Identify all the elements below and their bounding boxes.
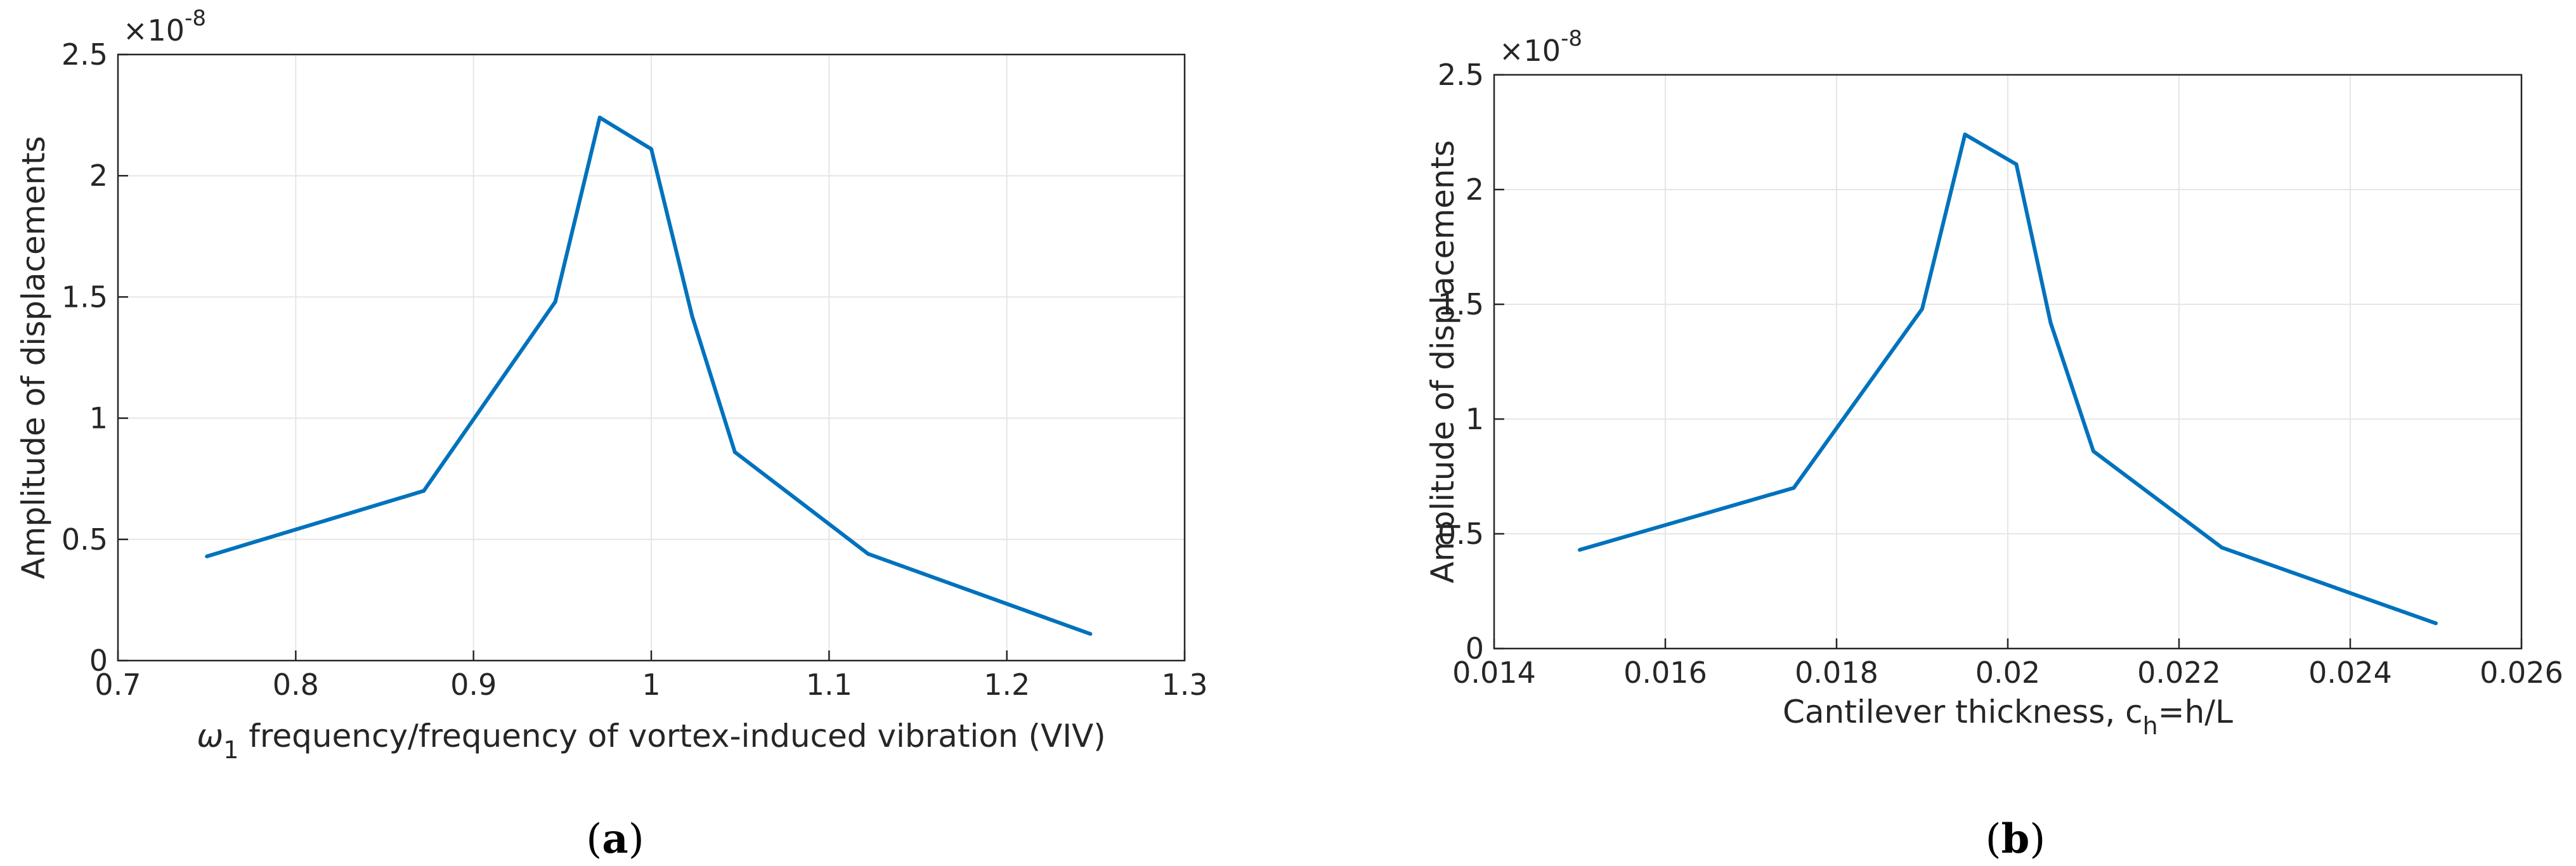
x-tick-label-a-1: 0.8: [273, 668, 319, 702]
y-exponent-power-b: -8: [1561, 26, 1582, 51]
x-axis-subscript-a: 1: [223, 736, 238, 764]
data-point-a-0: [205, 554, 209, 559]
y-exponent-power-a: -8: [185, 6, 206, 31]
x-axis-rest-a: frequency/frequency of vortex-induced vi…: [238, 718, 1105, 754]
panel-letter-b: b: [2001, 815, 2030, 863]
x-tick-label-b-1: 0.016: [1623, 656, 1707, 690]
y-axis-label-a: Amplitude of displacements: [15, 136, 52, 579]
ticks-b: 0.014 0.016 0.018 0.02 0.022 0.024 0.026 0 0.5 1 1…: [1438, 58, 2563, 690]
y-tick-label-b-1: 0.5: [1438, 517, 1484, 551]
points-b: [1578, 132, 2438, 626]
x-axis-rest-b: =h/L: [2158, 694, 2233, 730]
chart-panel-a: 0.7 0.8 0.9 1 1.1 1.2 1.3 0 0.5 1 1.5 2 2.5 ×10-8 Am…: [15, 6, 1208, 863]
x-tick-label-a-2: 0.9: [450, 668, 497, 702]
data-point-a-7: [866, 552, 871, 556]
y-tick-label-b-0: 0: [1466, 631, 1484, 666]
panel-letter-a: a: [602, 815, 628, 863]
x-tick-label-b-5: 0.024: [2308, 656, 2392, 690]
data-point-a-8: [1088, 631, 1093, 636]
chart-panel-b: 0.014 0.016 0.018 0.02 0.022 0.024 0.026 0 0.5 1 1…: [1424, 26, 2563, 863]
y-tick-label-a-0: 0: [89, 643, 108, 678]
x-tick-label-a-4: 1.1: [806, 668, 852, 702]
y-tick-label-b-3: 1.5: [1438, 287, 1484, 321]
x-tick-label-a-5: 1.2: [984, 668, 1030, 702]
panel-label-b: (b): [1986, 815, 2046, 863]
data-point-b-7: [2220, 545, 2224, 550]
data-point-b-8: [2434, 621, 2438, 626]
y-exponent-label-a: ×10-8: [123, 6, 206, 48]
series-line-a: [206, 115, 1091, 636]
x-tick-label-b-3: 0.02: [1975, 656, 2040, 690]
x-axis-label-a: ω1 frequency/frequency of vortex-induced…: [197, 718, 1105, 764]
y-tick-label-b-4: 2: [1466, 172, 1484, 207]
panel-label-a: (a): [586, 815, 644, 863]
y-tick-label-a-3: 1.5: [62, 280, 108, 314]
data-point-b-5: [2048, 320, 2053, 325]
data-point-a-1: [422, 489, 426, 493]
y-tick-label-a-2: 1: [89, 401, 108, 436]
ticks-a: 0.7 0.8 0.9 1 1.1 1.2 1.3 0 0.5 1 1.5 2 2.5: [62, 37, 1208, 702]
data-point-a-6: [732, 450, 737, 455]
x-tick-label-b-2: 0.018: [1795, 656, 1878, 690]
data-point-b-6: [2091, 449, 2095, 453]
y-tick-label-a-5: 2.5: [62, 37, 108, 72]
data-point-b-0: [1578, 548, 1582, 552]
y-tick-label-b-5: 2.5: [1438, 58, 1484, 92]
y-axis-label-b: Amplitude of displacements: [1424, 140, 1461, 583]
x-tick-label-a-0: 0.7: [94, 668, 141, 702]
points-a: [205, 115, 1093, 636]
data-point-a-3: [597, 115, 602, 120]
x-axis-main-b: Cantilever thickness, c: [1783, 694, 2143, 730]
data-point-a-4: [649, 147, 653, 152]
x-tick-label-b-6: 0.026: [2480, 656, 2563, 690]
x-tick-label-a-3: 1: [642, 668, 660, 702]
y-tick-label-a-4: 2: [89, 158, 108, 193]
grid-a: [117, 54, 1185, 661]
x-axis-label-b: Cantilever thickness, ch=h/L: [1783, 694, 2233, 740]
y-tick-label-b-2: 1: [1466, 402, 1484, 436]
data-point-b-4: [2014, 162, 2019, 167]
x-tick-label-b-4: 0.022: [2137, 656, 2221, 690]
data-point-b-1: [1792, 486, 1796, 490]
data-point-b-2: [1920, 307, 1924, 311]
x-axis-subscript-b: h: [2143, 712, 2158, 740]
y-exponent-base-b: ×10: [1499, 34, 1561, 68]
x-tick-label-b-0: 0.014: [1452, 656, 1536, 690]
x-tick-label-a-6: 1.3: [1161, 668, 1207, 702]
data-point-a-2: [553, 300, 557, 304]
y-tick-label-a-1: 0.5: [62, 522, 108, 557]
data-point-b-3: [1963, 132, 1967, 137]
y-exponent-base-a: ×10: [123, 13, 185, 48]
data-point-a-5: [690, 314, 694, 318]
x-axis-symbol-a: ω: [197, 718, 223, 754]
y-exponent-label-b: ×10-8: [1499, 26, 1582, 68]
